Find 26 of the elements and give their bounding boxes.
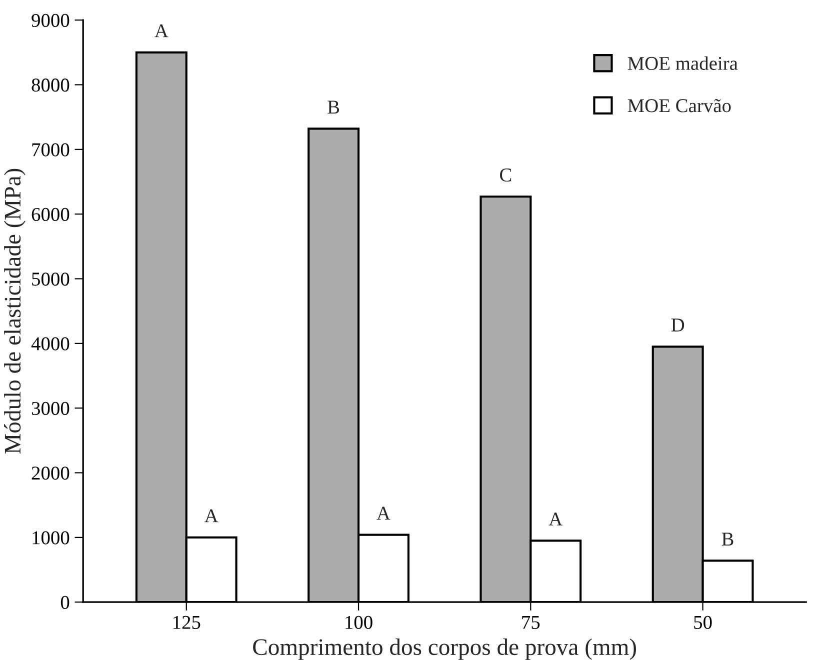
x-tick-label: 100: [346, 616, 372, 629]
x-axis-title: Comprimento dos corpos de prova (mm): [253, 638, 636, 660]
x-tick-label: 125: [174, 616, 200, 629]
data-label: B: [722, 532, 734, 546]
data-label: B: [328, 100, 340, 114]
y-tick-label: 8000: [32, 78, 70, 92]
y-tick-label: 0: [60, 596, 70, 610]
y-tick-label: 9000: [32, 14, 70, 28]
y-axis-title: Módulo de elasticidade (MPa): [4, 168, 26, 454]
y-tick-label: 2000: [32, 466, 70, 480]
data-label: D: [671, 318, 684, 332]
data-label: A: [204, 509, 218, 522]
y-tick-label: 7000: [32, 143, 70, 156]
data-label: A: [376, 506, 390, 520]
y-tick-label: 3000: [32, 402, 70, 416]
data-label: A: [154, 24, 168, 38]
y-tick-label: 4000: [31, 337, 70, 350]
y-tick-label: 6000: [32, 208, 70, 222]
data-label: C: [500, 168, 512, 182]
legend-label: MOE madeira: [628, 56, 738, 70]
x-tick-label: 75: [522, 616, 540, 629]
legend-label: MOE Carvão: [628, 98, 731, 112]
y-tick-label: 5000: [32, 272, 70, 286]
y-tick-label: 1000: [32, 531, 70, 544]
x-tick-label: 50: [694, 616, 712, 629]
data-label: A: [548, 512, 562, 526]
